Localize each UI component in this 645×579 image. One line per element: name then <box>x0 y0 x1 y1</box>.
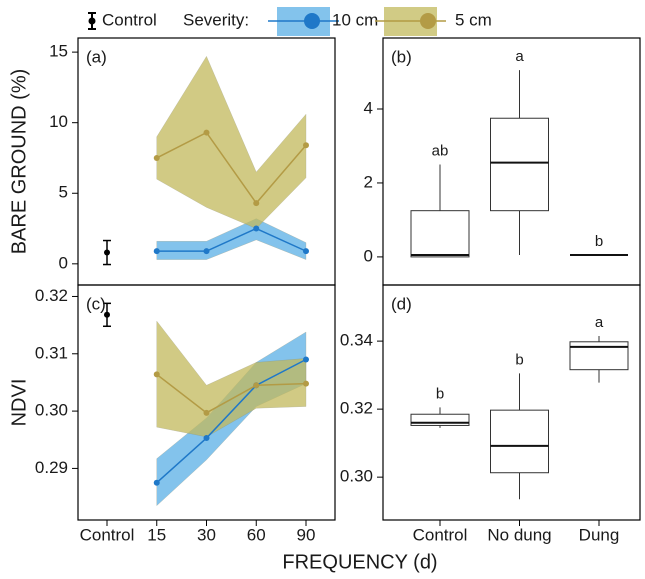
series-point <box>253 200 260 207</box>
box-body <box>410 210 470 258</box>
x-tick-label: Control <box>413 525 468 544</box>
legend-marker <box>304 13 320 29</box>
x-tick-label: Control <box>80 525 135 544</box>
box-body <box>490 409 549 474</box>
series-point <box>303 248 309 255</box>
series-line <box>156 373 307 414</box>
x-tick-label: No dung <box>487 525 551 544</box>
y-tick-label: 4 <box>364 98 373 117</box>
y-tick-label: 0.29 <box>35 458 68 477</box>
significance-letter: b <box>595 233 603 250</box>
legend-control-point <box>88 17 96 25</box>
panel-label: (c) <box>86 294 106 313</box>
confidence-band <box>156 320 307 438</box>
panel-label: (d) <box>391 294 412 313</box>
series-point <box>153 371 160 378</box>
y-axis-label: NDVI <box>8 379 30 427</box>
significance-letter: a <box>595 314 604 331</box>
significance-letter: b <box>515 351 523 368</box>
series-line <box>156 227 307 252</box>
x-tick-label: 30 <box>197 525 216 544</box>
x-axis-label: FREQUENCY (d) <box>282 551 437 573</box>
y-tick-label: 15 <box>49 42 68 61</box>
x-tick-label: 15 <box>147 525 166 544</box>
y-tick-label: 0.32 <box>35 286 68 305</box>
series-point <box>303 142 309 149</box>
control-point <box>104 311 110 318</box>
x-tick-label: Dung <box>579 525 620 544</box>
x-tick-label: 90 <box>297 525 316 544</box>
series-point <box>153 248 160 255</box>
panel-label: (b) <box>391 47 412 66</box>
box-body <box>569 341 629 371</box>
series-point <box>253 225 260 232</box>
confidence-band <box>156 56 307 229</box>
series-line <box>156 131 307 205</box>
y-tick-label: 0 <box>364 246 373 265</box>
series-point <box>203 409 210 416</box>
panel-label: (a) <box>86 47 107 66</box>
legend-label: 10 cm <box>332 10 378 29</box>
y-tick-label: 0 <box>59 253 68 272</box>
series-point <box>303 356 309 363</box>
box-body <box>490 117 549 212</box>
significance-letter: a <box>515 48 524 65</box>
y-tick-label: 0.31 <box>35 343 68 362</box>
significance-letter: b <box>436 385 444 402</box>
y-tick-label: 0.32 <box>340 399 373 418</box>
series-point <box>153 154 160 161</box>
legend-severity-label: Severity: <box>183 10 249 29</box>
box-body <box>410 413 470 426</box>
series-point <box>203 129 210 136</box>
series-line <box>156 358 307 484</box>
y-tick-label: 5 <box>59 183 68 202</box>
x-tick-label: 60 <box>247 525 266 544</box>
y-tick-label: 10 <box>49 112 68 131</box>
significance-letter: ab <box>432 142 449 159</box>
series-point <box>253 382 260 389</box>
series-point <box>153 479 160 486</box>
series-point <box>203 435 210 442</box>
legend-marker <box>420 13 436 29</box>
series-point <box>203 248 210 255</box>
y-tick-label: 0.34 <box>340 331 373 350</box>
legend-control-label: Control <box>102 10 157 29</box>
y-axis-label: BARE GROUND (%) <box>8 69 30 255</box>
control-point <box>104 249 110 256</box>
y-tick-label: 2 <box>364 172 373 191</box>
legend: Control Severity: <box>88 10 249 30</box>
legend-label: 5 cm <box>455 10 492 29</box>
y-tick-label: 0.30 <box>35 401 68 420</box>
y-tick-label: 0.30 <box>340 467 373 486</box>
panel-frame <box>382 284 641 521</box>
series-point <box>303 380 309 387</box>
